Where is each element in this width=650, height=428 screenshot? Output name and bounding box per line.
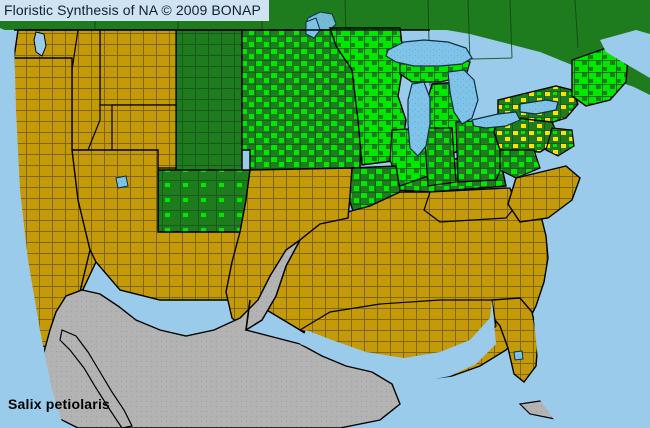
region-florida	[489, 297, 539, 383]
region-virginia-carolinas	[507, 165, 581, 223]
national-borders	[14, 29, 430, 331]
lake-michigan	[407, 81, 431, 157]
region-baja-california	[59, 329, 133, 428]
region-mid-atlantic	[545, 127, 575, 157]
region-indiana	[423, 127, 457, 187]
region-west-virginia	[499, 149, 541, 179]
gulf-of-mexico-clip	[300, 300, 496, 382]
great-salt-lake	[115, 175, 129, 189]
lake-okeechobee	[513, 350, 524, 361]
region-colorado	[157, 169, 251, 233]
map-title-banner: Floristic Synthesis of NA © 2009 BONAP	[0, 0, 269, 21]
canada-fill-body	[0, 0, 650, 92]
region-mexico	[41, 239, 401, 428]
region-kentucky-tennessee	[423, 187, 517, 223]
lake-ontario	[519, 99, 559, 115]
pacific-clip	[0, 28, 64, 428]
lake-erie	[471, 111, 521, 129]
region-montana-gold	[99, 29, 177, 106]
region-idaho-gold	[71, 29, 101, 151]
species-name-label: Salix petiolaris	[8, 396, 111, 412]
lake-huron	[447, 69, 479, 125]
puget-sound	[33, 31, 47, 57]
region-pennsylvania	[493, 115, 561, 153]
lake-winnipeg	[305, 17, 321, 39]
gulf-of-st-lawrence	[600, 30, 650, 78]
atlantic-clip	[534, 96, 650, 428]
lake-superior	[385, 39, 473, 67]
